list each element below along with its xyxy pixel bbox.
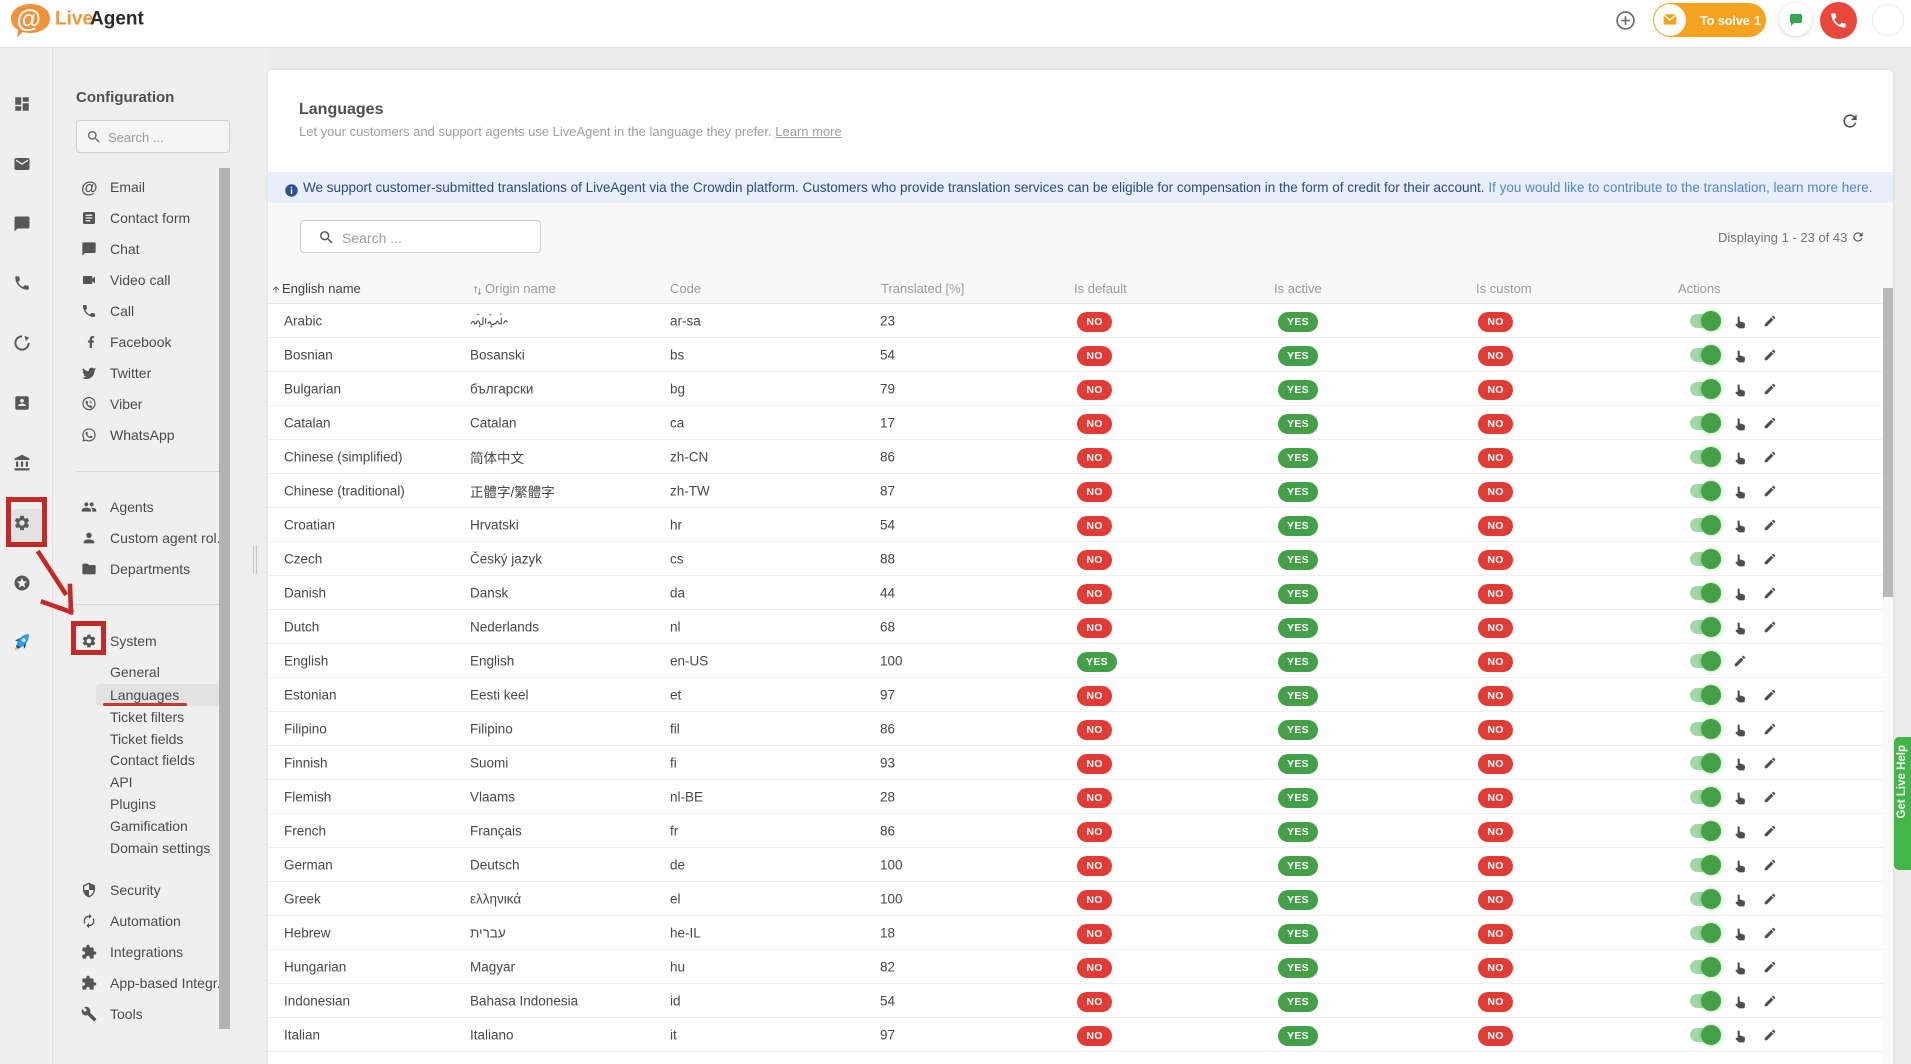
svg-text:Agent: Agent [90, 9, 145, 30]
svg-text:@: @ [17, 6, 41, 34]
svg-text:Live: Live [55, 9, 93, 30]
